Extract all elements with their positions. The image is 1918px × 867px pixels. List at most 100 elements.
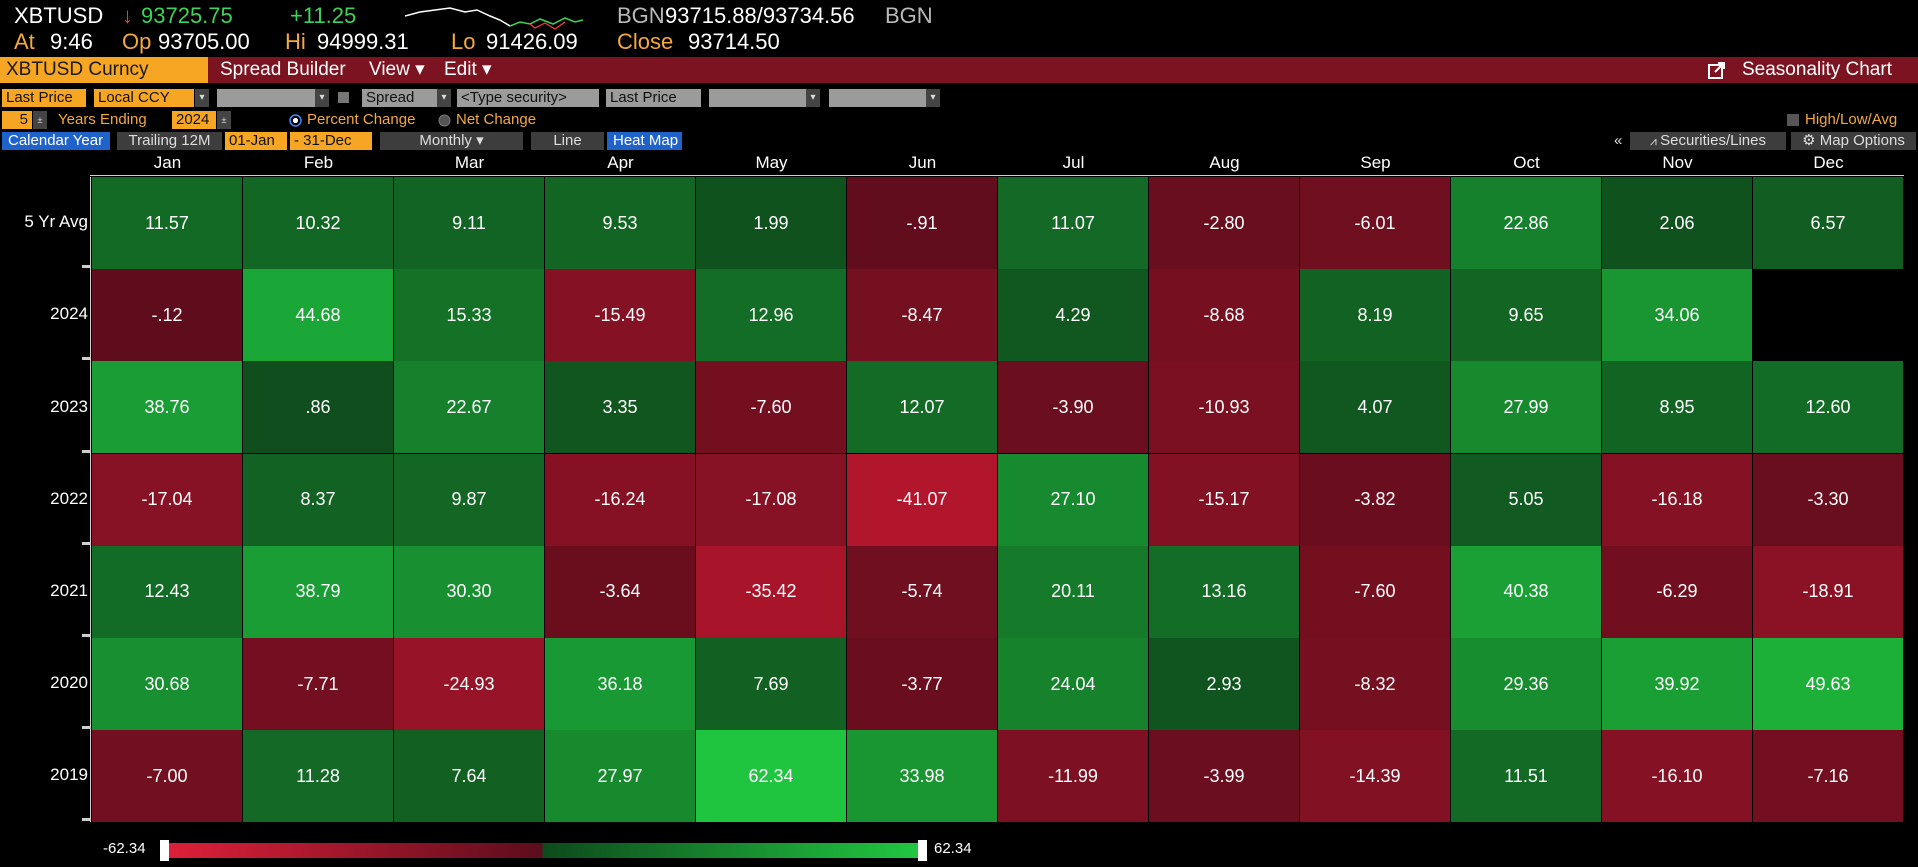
- heatmap-cell[interactable]: 12.43: [92, 545, 243, 639]
- heatmap-cell[interactable]: -7.71: [243, 638, 394, 731]
- heatmap-cell[interactable]: -8.47: [847, 269, 998, 363]
- heatmap-cell[interactable]: -3.77: [847, 638, 998, 731]
- heatmap-cell[interactable]: 1.99: [696, 177, 847, 270]
- type-security-input[interactable]: <Type security>: [457, 89, 599, 107]
- external-link-icon[interactable]: [1708, 62, 1726, 79]
- heatmap-cell[interactable]: 9.53: [545, 177, 696, 270]
- heatmap-cell[interactable]: 7.64: [394, 730, 545, 824]
- heatmap-cell[interactable]: 13.16: [1149, 545, 1300, 639]
- heatmap-cell[interactable]: -2.80: [1149, 177, 1300, 270]
- heatmap-cell[interactable]: -3.30: [1753, 453, 1904, 547]
- heatmap-cell[interactable]: 12.07: [847, 361, 998, 455]
- ending-year-stepper-icon[interactable]: ±: [217, 111, 231, 129]
- map-options-button[interactable]: ⚙ Map Options: [1791, 132, 1916, 150]
- heatmap-cell[interactable]: 4.29: [998, 269, 1149, 363]
- line-view-tab[interactable]: Line: [531, 132, 604, 150]
- heatmap-cell[interactable]: 33.98: [847, 730, 998, 824]
- heatmap-cell[interactable]: -14.39: [1300, 730, 1451, 824]
- heatmap-cell[interactable]: 8.19: [1300, 269, 1451, 363]
- heatmap-cell[interactable]: -3.99: [1149, 730, 1300, 824]
- spread-dropdown-icon[interactable]: ▾: [437, 89, 451, 107]
- heatmap-cell[interactable]: 11.51: [1451, 730, 1602, 824]
- heatmap-cell[interactable]: 12.96: [696, 269, 847, 363]
- last-price-select-2[interactable]: Last Price: [606, 89, 701, 107]
- heatmap-cell[interactable]: 24.04: [998, 638, 1149, 731]
- heatmap-cell[interactable]: 9.65: [1451, 269, 1602, 363]
- heatmap-cell[interactable]: 38.76: [92, 361, 243, 455]
- heatmap-cell[interactable]: 22.86: [1451, 177, 1602, 270]
- heatmap-cell[interactable]: 30.30: [394, 545, 545, 639]
- scale-max-handle[interactable]: [918, 840, 927, 861]
- heatmap-cell[interactable]: -6.29: [1602, 545, 1753, 639]
- heatmap-cell[interactable]: -7.60: [696, 361, 847, 455]
- heatmap-cell[interactable]: 27.99: [1451, 361, 1602, 455]
- heatmap-cell[interactable]: -24.93: [394, 638, 545, 731]
- heatmap-cell[interactable]: -6.01: [1300, 177, 1451, 270]
- heatmap-cell[interactable]: -35.42: [696, 545, 847, 639]
- seasonality-chart-title[interactable]: Seasonality Chart: [1742, 59, 1892, 80]
- heatmap-cell[interactable]: -7.16: [1753, 730, 1904, 824]
- heatmap-cell[interactable]: -5.74: [847, 545, 998, 639]
- heatmap-cell[interactable]: 5.05: [1451, 453, 1602, 547]
- heatmap-cell[interactable]: .86: [243, 361, 394, 455]
- price-field-select[interactable]: Last Price: [2, 89, 86, 107]
- heatmap-cell[interactable]: 7.69: [696, 638, 847, 731]
- heatmap-cell[interactable]: 15.33: [394, 269, 545, 363]
- heatmap-cell[interactable]: 2.93: [1149, 638, 1300, 731]
- heatmap-cell[interactable]: 11.28: [243, 730, 394, 824]
- heatmap-cell[interactable]: 39.92: [1602, 638, 1753, 731]
- heatmap-cell[interactable]: 40.38: [1451, 545, 1602, 639]
- heatmap-cell[interactable]: -15.17: [1149, 453, 1300, 547]
- heatmap-cell[interactable]: 3.35: [545, 361, 696, 455]
- heatmap-cell[interactable]: -10.93: [1149, 361, 1300, 455]
- view-menu[interactable]: View ▾: [369, 59, 425, 80]
- securities-lines-button[interactable]: ⩘ Securities/Lines: [1630, 132, 1786, 150]
- heatmap-cell[interactable]: -11.99: [998, 730, 1149, 824]
- blank-select-2[interactable]: [709, 89, 809, 107]
- spread-checkbox[interactable]: [338, 92, 349, 103]
- heatmap-cell[interactable]: 44.68: [243, 269, 394, 363]
- heatmap-cell[interactable]: -17.08: [696, 453, 847, 547]
- blank-select-3[interactable]: [829, 89, 929, 107]
- heatmap-cell[interactable]: -3.90: [998, 361, 1149, 455]
- years-count-input[interactable]: 5: [2, 111, 32, 129]
- ending-year-input[interactable]: 2024: [172, 111, 216, 129]
- blank-select-1[interactable]: [217, 89, 315, 107]
- heatmap-cell[interactable]: 27.97: [545, 730, 696, 824]
- blank-dropdown-icon-1[interactable]: ▾: [315, 89, 329, 107]
- to-date-input[interactable]: - 31-Dec: [290, 132, 372, 150]
- heatmap-cell[interactable]: 38.79: [243, 545, 394, 639]
- heatmap-cell[interactable]: -3.64: [545, 545, 696, 639]
- heatmap-cell[interactable]: -16.24: [545, 453, 696, 547]
- high-low-avg-label[interactable]: High/Low/Avg: [1805, 111, 1898, 128]
- years-stepper-icon[interactable]: ±: [33, 111, 47, 129]
- heatmap-cell[interactable]: 36.18: [545, 638, 696, 731]
- heatmap-cell[interactable]: 11.57: [92, 177, 243, 270]
- heatmap-cell[interactable]: 30.68: [92, 638, 243, 731]
- heatmap-cell[interactable]: -16.18: [1602, 453, 1753, 547]
- spread-builder-menu[interactable]: Spread Builder: [220, 59, 346, 80]
- collapse-icon[interactable]: «: [1614, 132, 1623, 149]
- currency-dropdown-icon[interactable]: ▾: [195, 89, 209, 107]
- heatmap-cell[interactable]: -7.00: [92, 730, 243, 824]
- heatmap-cell[interactable]: 2.06: [1602, 177, 1753, 270]
- heatmap-cell[interactable]: -8.32: [1300, 638, 1451, 731]
- calendar-year-tab[interactable]: Calendar Year: [2, 132, 110, 150]
- heatmap-cell[interactable]: 22.67: [394, 361, 545, 455]
- scale-min-handle[interactable]: [160, 840, 169, 861]
- heatmap-cell[interactable]: 8.37: [243, 453, 394, 547]
- heatmap-cell[interactable]: 62.34: [696, 730, 847, 824]
- edit-menu[interactable]: Edit ▾: [444, 59, 492, 80]
- currency-select[interactable]: Local CCY: [94, 89, 194, 107]
- heatmap-cell[interactable]: -.12: [92, 269, 243, 363]
- heatmap-cell[interactable]: 12.60: [1753, 361, 1904, 455]
- heatmap-cell[interactable]: 8.95: [1602, 361, 1753, 455]
- heatmap-cell[interactable]: -7.60: [1300, 545, 1451, 639]
- high-low-avg-checkbox[interactable]: [1787, 114, 1799, 126]
- heatmap-cell[interactable]: -.91: [847, 177, 998, 270]
- heatmap-cell[interactable]: -18.91: [1753, 545, 1904, 639]
- heatmap-cell[interactable]: -15.49: [545, 269, 696, 363]
- periodicity-select[interactable]: Monthly ▾: [380, 132, 523, 150]
- heat-map-view-tab[interactable]: Heat Map: [607, 132, 682, 150]
- heatmap-cell[interactable]: -41.07: [847, 453, 998, 547]
